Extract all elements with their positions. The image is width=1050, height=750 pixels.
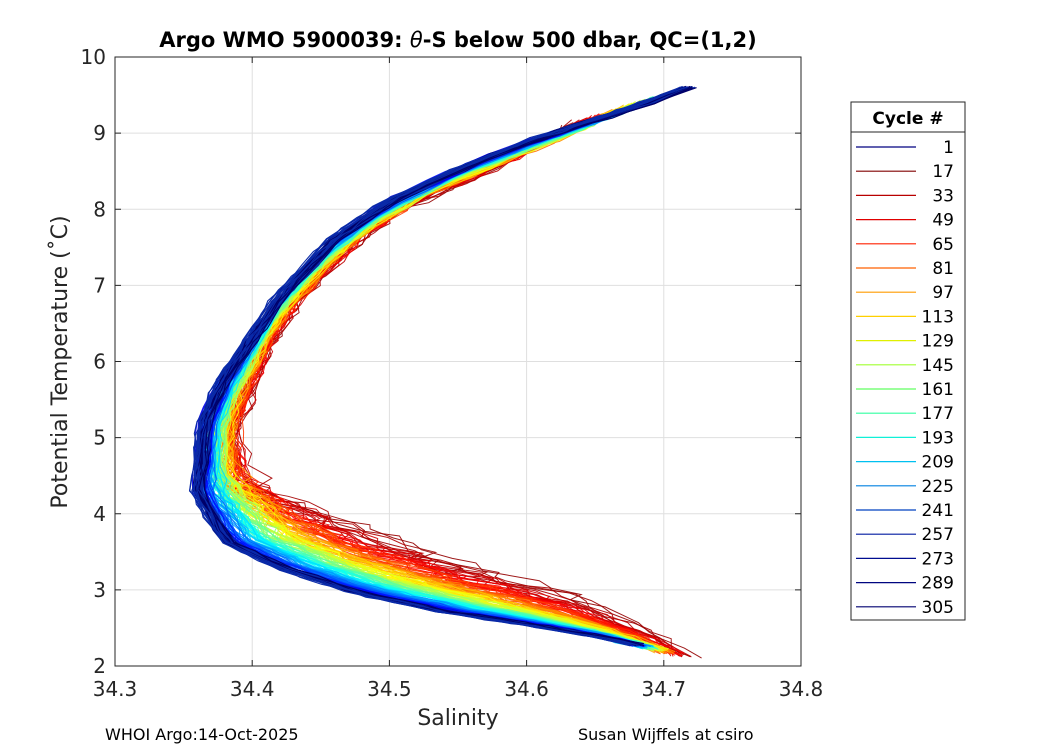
y-tick-label: 6 (93, 350, 106, 374)
chart-title: Argo WMO 5900039: θ-S below 500 dbar, QC… (159, 28, 756, 52)
legend-label: 113 (922, 307, 954, 327)
legend-label: 129 (922, 332, 954, 352)
axis-ticks: 34.3 34.4 34.5 34.6 34.7 34.8 2 3 4 5 6 7 8 9 10 (81, 45, 824, 701)
legend-label: 17 (932, 162, 954, 182)
legend-label: 257 (922, 525, 954, 545)
legend-label: 177 (922, 404, 954, 424)
title-theta-symbol: θ (410, 28, 423, 52)
legend-label: 81 (932, 259, 954, 279)
legend-entries: 1 17 33 49 65 81 97 113 129 145 161 177 193 209 225 241… (856, 138, 954, 618)
legend-label: 209 (922, 453, 954, 473)
y-tick-label: 9 (93, 121, 106, 145)
x-tick-label: 34.8 (779, 677, 824, 701)
x-tick-label: 34.3 (93, 677, 138, 701)
legend-label: 241 (922, 501, 954, 521)
legend-label: 33 (932, 186, 954, 206)
y-tick-label: 2 (93, 654, 106, 678)
legend-label: 193 (922, 428, 954, 448)
legend-label: 225 (922, 477, 954, 497)
title-suffix: -S below 500 dbar, QC=(1,2) (423, 28, 757, 52)
footer-source-date: WHOI Argo:14-Oct-2025 (105, 725, 299, 744)
profile-line-late (196, 86, 689, 645)
y-tick-label: 3 (93, 578, 106, 602)
title-prefix: Argo WMO 5900039: (159, 28, 410, 52)
legend-label: 305 (922, 598, 954, 618)
legend-label: 145 (922, 356, 954, 376)
footer-author: Susan Wijffels at csiro (578, 725, 754, 744)
legend-label: 289 (922, 574, 954, 594)
legend-label: 97 (932, 283, 954, 303)
legend-label: 49 (932, 211, 954, 231)
legend-title: Cycle # (872, 109, 943, 129)
legend-label: 161 (922, 380, 954, 400)
x-tick-label: 34.4 (230, 677, 275, 701)
legend-label: 65 (932, 235, 954, 255)
y-tick-label: 8 (93, 197, 106, 221)
y-axis-label: Potential Temperature (˚C) (48, 215, 73, 508)
profile-line-late (193, 86, 681, 646)
legend: Cycle # 1 17 33 49 65 81 97 113 129 145 161 177 193 2… (850, 101, 966, 621)
y-tick-label: 10 (81, 45, 106, 69)
x-tick-label: 34.7 (642, 677, 687, 701)
x-axis-label: Salinity (417, 706, 498, 731)
legend-label: 273 (922, 549, 954, 569)
y-tick-label: 5 (93, 426, 106, 450)
x-tick-label: 34.5 (367, 677, 412, 701)
profile-line-late (204, 87, 694, 645)
y-tick-label: 4 (93, 502, 106, 526)
y-tick-label: 7 (93, 273, 106, 297)
x-tick-label: 34.6 (504, 677, 549, 701)
profile-curves (188, 85, 702, 659)
legend-label: 1 (943, 138, 954, 158)
